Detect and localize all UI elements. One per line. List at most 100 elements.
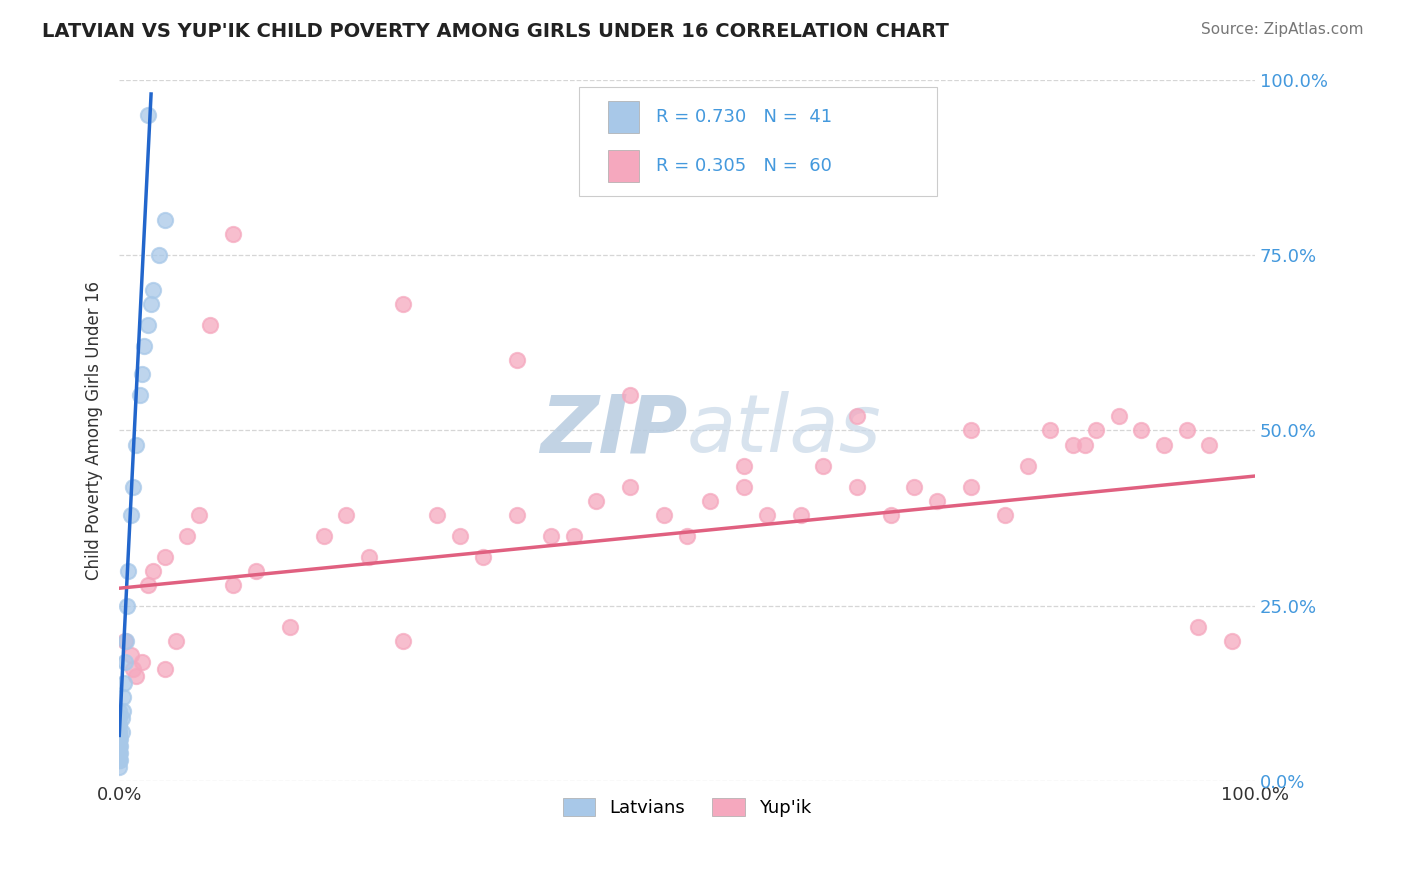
Point: [813, 458, 835, 473]
Point: [108, 760, 131, 774]
Point: [111, 704, 134, 718]
Point: [471, 549, 494, 564]
Point: [506, 353, 529, 368]
Text: R = 0.305   N =  60: R = 0.305 N = 60: [657, 157, 832, 175]
Point: [108, 739, 131, 753]
Point: [699, 493, 721, 508]
Point: [110, 711, 132, 725]
Point: [122, 662, 145, 676]
Point: [846, 479, 869, 493]
Point: [245, 564, 267, 578]
Point: [110, 753, 132, 767]
Point: [1017, 458, 1039, 473]
Point: [1220, 633, 1243, 648]
Point: [108, 739, 131, 753]
Point: [108, 711, 131, 725]
Point: [562, 528, 585, 542]
Point: [1039, 424, 1062, 438]
Point: [153, 549, 176, 564]
Point: [131, 368, 153, 382]
Point: [165, 633, 187, 648]
Y-axis label: Child Poverty Among Girls Under 16: Child Poverty Among Girls Under 16: [86, 281, 103, 580]
Point: [125, 437, 148, 451]
Point: [676, 528, 699, 542]
Point: [176, 528, 198, 542]
Point: [120, 648, 142, 662]
Point: [994, 508, 1017, 522]
Point: [108, 731, 131, 746]
Point: [108, 753, 131, 767]
Point: [142, 283, 165, 297]
Point: [108, 718, 131, 732]
Point: [153, 662, 176, 676]
Point: [110, 746, 132, 760]
Point: [108, 704, 131, 718]
Point: [960, 479, 983, 493]
Point: [117, 564, 139, 578]
Point: [449, 528, 471, 542]
Point: [187, 508, 209, 522]
Text: atlas: atlas: [688, 392, 882, 469]
Point: [115, 633, 138, 648]
Text: Source: ZipAtlas.com: Source: ZipAtlas.com: [1201, 22, 1364, 37]
Point: [903, 479, 925, 493]
Point: [222, 227, 245, 242]
Point: [128, 388, 150, 402]
Point: [619, 479, 641, 493]
Point: [392, 633, 415, 648]
Point: [122, 479, 145, 493]
Point: [111, 690, 134, 704]
Point: [880, 508, 903, 522]
Point: [136, 318, 159, 333]
Point: [131, 655, 153, 669]
Point: [120, 508, 142, 522]
Point: [1187, 620, 1209, 634]
Point: [1073, 437, 1095, 451]
Point: [619, 388, 641, 402]
Point: [392, 297, 415, 311]
Point: [1084, 424, 1107, 438]
Point: [148, 248, 170, 262]
Point: [108, 753, 131, 767]
Text: ZIP: ZIP: [540, 392, 688, 469]
Point: [335, 508, 357, 522]
Text: R = 0.730   N =  41: R = 0.730 N = 41: [657, 108, 832, 126]
Point: [654, 508, 676, 522]
Point: [733, 458, 755, 473]
Point: [114, 633, 136, 648]
Text: LATVIAN VS YUP'IK CHILD POVERTY AMONG GIRLS UNDER 16 CORRELATION CHART: LATVIAN VS YUP'IK CHILD POVERTY AMONG GI…: [42, 22, 949, 41]
Point: [136, 108, 159, 122]
Point: [108, 725, 131, 739]
Point: [108, 725, 131, 739]
Point: [585, 493, 607, 508]
Point: [108, 731, 131, 746]
Point: [139, 297, 162, 311]
FancyBboxPatch shape: [579, 87, 936, 195]
Point: [198, 318, 221, 333]
Point: [733, 479, 755, 493]
Point: [1153, 437, 1175, 451]
Point: [960, 424, 983, 438]
Point: [108, 739, 131, 753]
Point: [108, 746, 131, 760]
Point: [115, 599, 138, 613]
Point: [136, 578, 159, 592]
Point: [1175, 424, 1198, 438]
Point: [1130, 424, 1153, 438]
Point: [110, 731, 132, 746]
Point: [312, 528, 335, 542]
Point: [789, 508, 811, 522]
Point: [110, 725, 132, 739]
FancyBboxPatch shape: [607, 101, 640, 133]
Point: [134, 339, 156, 353]
Point: [222, 578, 245, 592]
Point: [112, 676, 135, 690]
Legend: Latvians, Yup'ik: Latvians, Yup'ik: [555, 790, 818, 824]
FancyBboxPatch shape: [607, 150, 640, 182]
Point: [108, 746, 131, 760]
Point: [506, 508, 529, 522]
Point: [108, 718, 131, 732]
Point: [359, 549, 381, 564]
Point: [142, 564, 165, 578]
Point: [755, 508, 778, 522]
